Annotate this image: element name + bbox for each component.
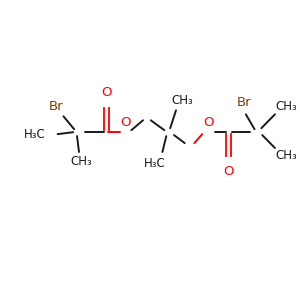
Text: CH₃: CH₃ <box>70 155 92 168</box>
Text: O: O <box>204 116 214 129</box>
Text: H₃C: H₃C <box>24 128 46 141</box>
Text: O: O <box>120 116 131 129</box>
Text: CH₃: CH₃ <box>276 100 297 113</box>
Text: CH₃: CH₃ <box>171 94 193 107</box>
Text: O: O <box>223 165 234 178</box>
Text: H₃C: H₃C <box>144 158 166 170</box>
Text: Br: Br <box>237 96 251 109</box>
Text: O: O <box>101 86 111 99</box>
Text: Br: Br <box>48 100 63 113</box>
Text: CH₃: CH₃ <box>276 149 297 162</box>
